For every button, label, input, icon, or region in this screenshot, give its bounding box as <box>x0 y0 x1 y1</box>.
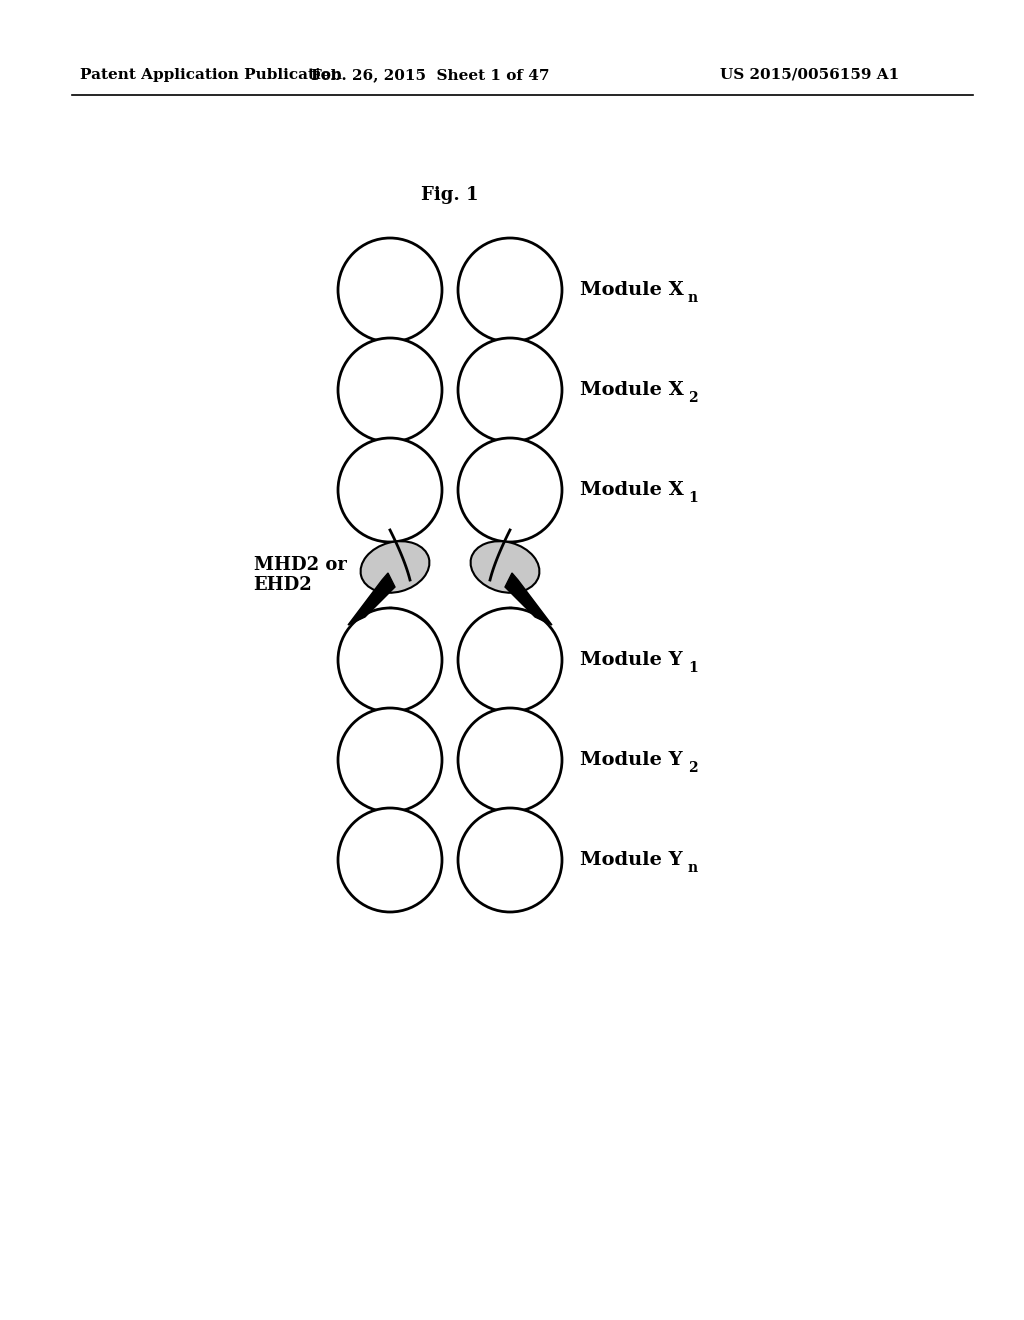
Ellipse shape <box>458 609 562 711</box>
Text: Module X: Module X <box>580 381 684 399</box>
Text: Module X: Module X <box>580 480 684 499</box>
Ellipse shape <box>458 808 562 912</box>
Text: Feb. 26, 2015  Sheet 1 of 47: Feb. 26, 2015 Sheet 1 of 47 <box>310 69 549 82</box>
Text: Module Y: Module Y <box>580 851 683 869</box>
Polygon shape <box>348 573 395 624</box>
Ellipse shape <box>338 808 442 912</box>
Text: 1: 1 <box>688 491 697 506</box>
Text: MHD2 or
EHD2: MHD2 or EHD2 <box>254 556 346 594</box>
Text: n: n <box>688 290 698 305</box>
Ellipse shape <box>458 438 562 543</box>
Ellipse shape <box>458 708 562 812</box>
Text: US 2015/0056159 A1: US 2015/0056159 A1 <box>720 69 900 82</box>
Text: Fig. 1: Fig. 1 <box>421 186 479 205</box>
Ellipse shape <box>338 338 442 442</box>
Ellipse shape <box>458 238 562 342</box>
Text: Module Y: Module Y <box>580 751 683 770</box>
Polygon shape <box>505 573 552 624</box>
Ellipse shape <box>360 541 429 593</box>
Text: n: n <box>688 861 698 875</box>
Text: 2: 2 <box>688 391 697 405</box>
Text: Module Y: Module Y <box>580 651 683 669</box>
Text: Module X: Module X <box>580 281 684 300</box>
Ellipse shape <box>338 609 442 711</box>
Text: Patent Application Publication: Patent Application Publication <box>80 69 342 82</box>
Ellipse shape <box>338 438 442 543</box>
Ellipse shape <box>338 238 442 342</box>
Ellipse shape <box>458 338 562 442</box>
Text: 1: 1 <box>688 661 697 675</box>
Text: 2: 2 <box>688 762 697 775</box>
Ellipse shape <box>338 708 442 812</box>
Ellipse shape <box>471 541 540 593</box>
